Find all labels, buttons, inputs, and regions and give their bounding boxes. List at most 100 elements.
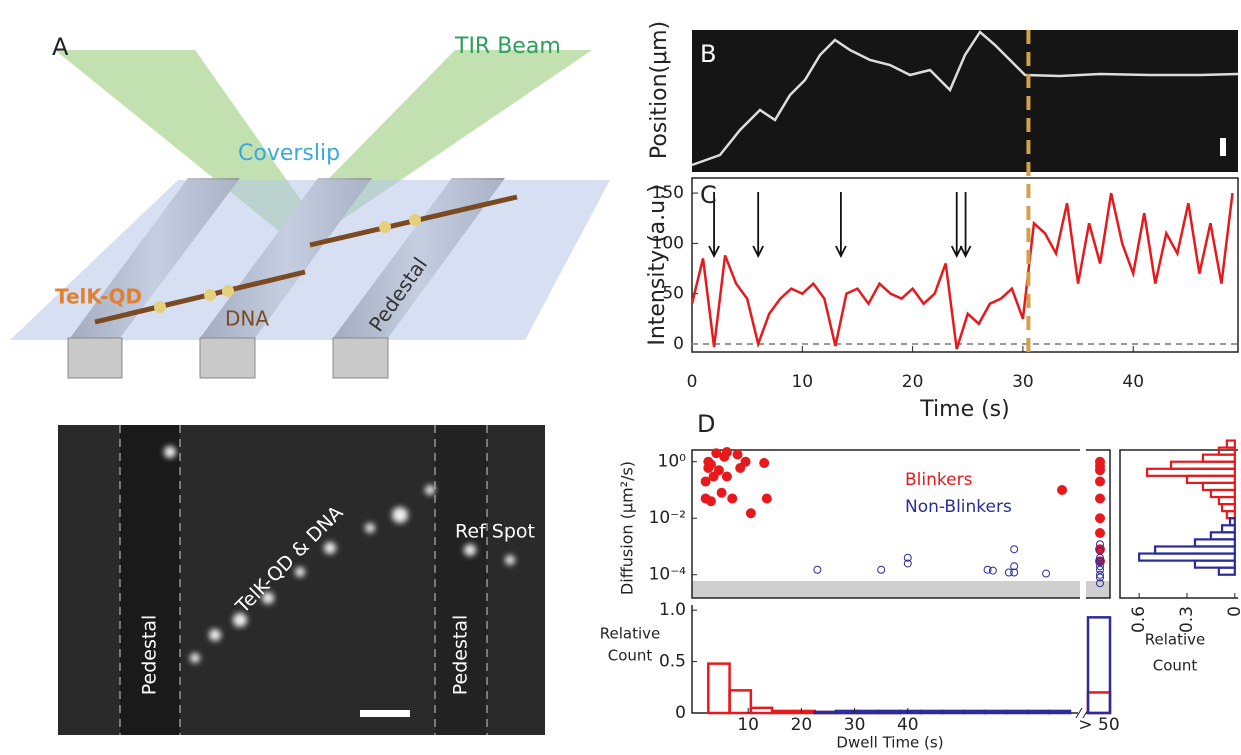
x-tick-label: 0 (1225, 606, 1241, 617)
point (732, 449, 743, 460)
label-qd: TelK-QD (55, 285, 142, 309)
point (713, 465, 724, 476)
panel-label: B (700, 40, 716, 68)
y-axis-label: Diffusion (μm²/s) (618, 461, 637, 595)
hist-bar (1047, 709, 1072, 715)
point (700, 476, 711, 487)
x-axis-label: Count (1153, 657, 1198, 675)
overflow-point (1095, 493, 1105, 504)
point (1042, 569, 1051, 578)
schematic: A TIR Beam Coverslip TelK-QD DNA Pedesta… (10, 33, 610, 379)
y-axis-label: Relative (600, 625, 661, 643)
label-coverslip: Coverslip (238, 141, 340, 166)
point (708, 471, 719, 482)
y-axis-label: Position(μm) (647, 21, 672, 159)
overflow-point (1095, 513, 1105, 524)
point (877, 565, 886, 574)
point (988, 566, 997, 575)
overflow-point (1096, 573, 1104, 582)
x-tick-label: 0 (687, 372, 698, 392)
arrow (752, 192, 764, 259)
overflow-label: > 50 (1078, 715, 1119, 735)
y-tick-label: 10⁰ (658, 452, 687, 472)
hist-bar (941, 709, 965, 715)
hist-bar (813, 710, 838, 715)
x-tick-label: 0.6 (1129, 606, 1149, 633)
pedestal-face (332, 337, 389, 379)
overflow-point (1096, 579, 1104, 588)
point (1010, 568, 1019, 577)
hist-bar (707, 662, 731, 715)
axes-frame (691, 177, 1239, 353)
x-tick-label: 20 (791, 715, 813, 735)
point (1010, 562, 1019, 571)
point (735, 462, 746, 473)
pedestal-region (435, 425, 487, 735)
overflow-point (1096, 540, 1104, 549)
dna (94, 269, 306, 325)
micrograph: Pedestal TelK-QD & DNA Ref Spot Pedestal (58, 425, 545, 735)
arrow (950, 192, 963, 259)
pedestal-region (120, 425, 180, 735)
panel-label: A (52, 33, 69, 61)
point (1057, 484, 1068, 495)
excluded-band (692, 580, 1110, 598)
x-axis-label: Relative (1145, 631, 1206, 649)
y-axis-label: Intensity (a.u.) (645, 184, 670, 345)
label-dna: DNA (225, 307, 269, 331)
overflow-point (1095, 476, 1105, 487)
point (761, 493, 772, 504)
pedestal-face (67, 337, 123, 379)
x-tick-label: 10 (737, 715, 759, 735)
axes-frame (1119, 449, 1238, 599)
y-tick-label: 1.0 (659, 600, 686, 620)
point (727, 493, 738, 504)
intensity-trace (690, 192, 1234, 350)
qd (222, 285, 234, 297)
x-axis-label: Time (s) (919, 397, 1009, 422)
image (692, 30, 1238, 172)
arrow (959, 192, 972, 259)
overflow-point (1096, 562, 1104, 571)
x-tick-label: 30 (844, 715, 866, 735)
point (721, 471, 732, 482)
y-tick-label: 50 (662, 284, 684, 304)
label: Ref Spot (455, 521, 535, 543)
hist-bar (728, 689, 753, 715)
coverslip (10, 180, 610, 340)
point (903, 559, 912, 568)
hist-bar (898, 709, 923, 715)
point (745, 508, 756, 519)
label-tir: TIR Beam (454, 34, 561, 59)
x-tick-label: 0.3 (1177, 606, 1197, 633)
label: Pedestal (139, 615, 161, 696)
overflow-bar (1086, 691, 1112, 715)
overflow-point (1096, 570, 1104, 579)
hist-bar (1225, 439, 1236, 449)
hist-bar (834, 709, 859, 715)
y-tick-label: 0 (675, 703, 686, 723)
hist-bar (983, 709, 1008, 715)
hist-bar (877, 709, 902, 715)
point (903, 553, 912, 562)
overflow-bar (1086, 616, 1112, 715)
hist-bar (792, 709, 816, 715)
legend-label: Blinkers (905, 470, 973, 490)
x-tick-label: 10 (791, 372, 813, 392)
pedestal-face (199, 337, 256, 379)
point (740, 456, 751, 467)
y-tick-label: 10⁻⁴ (649, 565, 687, 585)
arrow (835, 192, 847, 259)
hist-bar (770, 709, 795, 715)
axes-frame (691, 449, 1111, 599)
legend-label: Non-Blinkers (905, 497, 1012, 517)
y-tick-label: 100 (652, 233, 684, 253)
qd (379, 221, 391, 233)
scale-bar (360, 710, 410, 717)
y-tick-label: 150 (652, 183, 684, 203)
overflow-point (1095, 527, 1105, 538)
point (759, 458, 770, 469)
overflow-point (1096, 557, 1104, 566)
